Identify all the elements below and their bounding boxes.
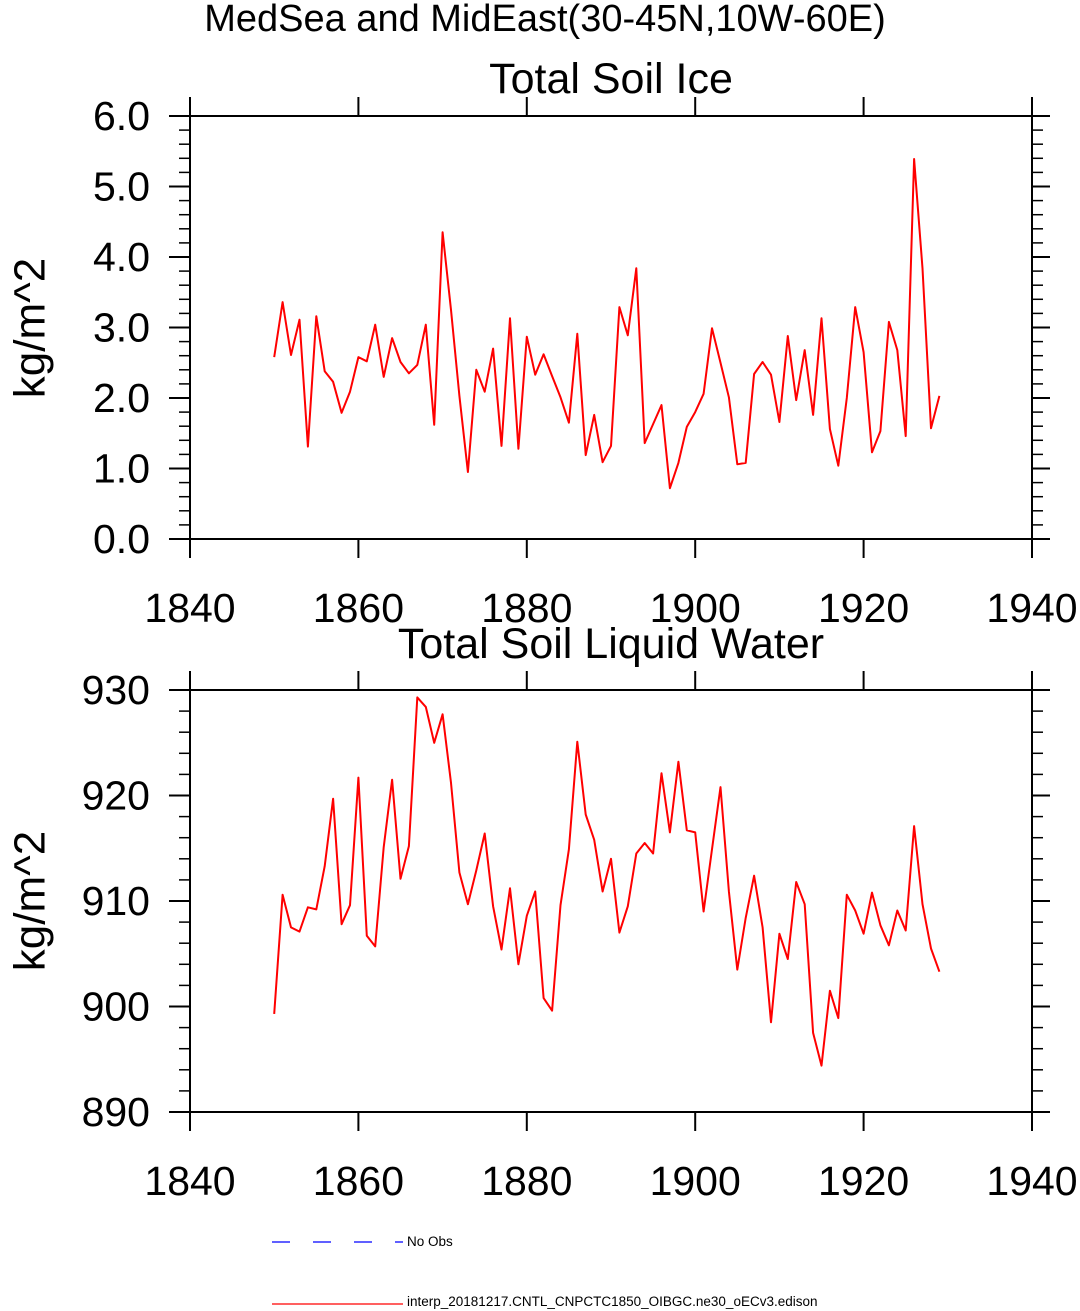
- x-tick-label: 1900: [650, 1158, 741, 1204]
- x-tick-label: 1840: [144, 1158, 235, 1204]
- y-tick-label: 2.0: [93, 375, 150, 421]
- y-tick-label: 910: [82, 878, 150, 924]
- figure-title: MedSea and MidEast(30-45N,10W-60E): [204, 0, 886, 40]
- y-tick-label: 900: [82, 984, 150, 1030]
- y-axis-label: kg/m^2: [6, 258, 55, 398]
- x-tick-label: 1920: [818, 585, 909, 631]
- y-tick-label: 920: [82, 773, 150, 819]
- y-tick-label: 5.0: [93, 164, 150, 210]
- y-tick-label: 890: [82, 1089, 150, 1135]
- y-tick-label: 0.0: [93, 516, 150, 562]
- y-tick-label: 4.0: [93, 234, 150, 280]
- x-tick-label: 1860: [313, 585, 404, 631]
- y-tick-label: 6.0: [93, 93, 150, 139]
- x-tick-label: 1840: [144, 585, 235, 631]
- legend-label: No Obs: [407, 1234, 453, 1249]
- panel-soil-liquid-water: Total Soil Liquid Water kg/m^2 890 900 910…: [6, 620, 1078, 1204]
- x-tick-label: 1880: [481, 1158, 572, 1204]
- y-tick-label: 930: [82, 667, 150, 713]
- y-axis-label: kg/m^2: [6, 831, 55, 971]
- x-tick-label: 1860: [313, 1158, 404, 1204]
- panel-soil-ice: Total Soil Ice kg/m^2 0.0 1.0 2.0 3.0 4.0 5.0…: [6, 55, 1078, 631]
- y-tick-label: 3.0: [93, 305, 150, 351]
- legend-item-model-run: interp_20181217.CNTL_CNPCTC1850_OIBGC.ne…: [272, 1294, 818, 1309]
- chart-title: Total Soil Liquid Water: [398, 620, 824, 668]
- x-tick-label: 1920: [818, 1158, 909, 1204]
- legend: No Obs interp_20181217.CNTL_CNPCTC1850_O…: [272, 1234, 818, 1309]
- x-tick-label: 1880: [481, 585, 572, 631]
- legend-item-no-obs: No Obs: [272, 1234, 453, 1249]
- series-line: [273, 696, 941, 1067]
- x-tick-label: 1900: [650, 585, 741, 631]
- legend-label: interp_20181217.CNTL_CNPCTC1850_OIBGC.ne…: [407, 1294, 818, 1309]
- series-line: [273, 158, 941, 490]
- plot-frame: [189, 689, 1033, 1113]
- chart-title: Total Soil Ice: [489, 55, 733, 103]
- x-tick-label: 1940: [986, 1158, 1077, 1204]
- y-tick-label: 1.0: [93, 446, 150, 492]
- x-tick-label: 1940: [986, 585, 1077, 631]
- plot-frame: [189, 115, 1033, 540]
